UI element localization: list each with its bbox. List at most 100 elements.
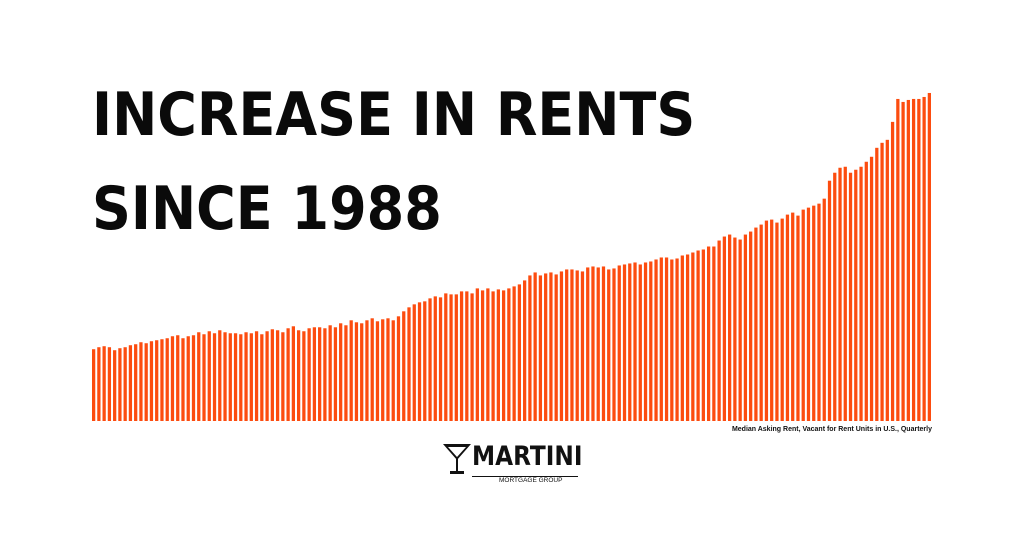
bar xyxy=(139,342,143,421)
bar xyxy=(144,343,148,421)
bar xyxy=(470,293,474,421)
bar xyxy=(454,294,458,421)
bar xyxy=(501,290,506,421)
bar xyxy=(291,326,295,421)
bar xyxy=(417,302,422,421)
bar xyxy=(591,266,595,421)
bar xyxy=(770,219,774,421)
bar xyxy=(780,218,784,421)
bar xyxy=(486,288,490,421)
bar xyxy=(344,325,348,421)
bar xyxy=(791,212,795,421)
bar xyxy=(433,296,437,421)
bar xyxy=(880,142,884,421)
bar xyxy=(339,323,343,421)
bar xyxy=(722,236,727,421)
bar xyxy=(134,344,138,421)
bar xyxy=(512,286,516,421)
bar xyxy=(170,336,175,421)
bar xyxy=(580,271,585,421)
bar xyxy=(444,293,448,421)
bar xyxy=(318,327,322,421)
bar xyxy=(570,269,574,421)
bar xyxy=(428,298,432,421)
bar xyxy=(249,333,253,421)
bar xyxy=(922,96,926,422)
bar xyxy=(654,259,658,421)
bar xyxy=(670,259,674,421)
bar xyxy=(733,237,737,421)
logo-tagline: MORTGAGE GROUP xyxy=(497,477,565,484)
bar xyxy=(838,167,842,421)
bar xyxy=(717,240,721,421)
bar xyxy=(244,332,248,421)
bar xyxy=(633,262,637,421)
bar xyxy=(565,269,569,421)
bar xyxy=(412,304,416,421)
bar xyxy=(601,266,606,421)
bar xyxy=(764,220,769,421)
bar xyxy=(817,203,821,421)
bar xyxy=(186,336,190,421)
bar xyxy=(643,262,648,421)
bar xyxy=(927,92,931,421)
bar xyxy=(549,272,553,421)
bar xyxy=(218,330,222,421)
bar xyxy=(197,332,201,421)
chart-title: INCREASE IN RENTS SINCE 1988 xyxy=(92,68,762,256)
martini-glass-icon xyxy=(443,444,471,474)
bar xyxy=(706,246,711,421)
bar xyxy=(107,347,112,421)
bar xyxy=(286,328,290,421)
logo-divider xyxy=(472,476,578,477)
bar xyxy=(349,320,353,421)
bar xyxy=(496,289,500,421)
bar xyxy=(691,252,695,421)
bar xyxy=(149,341,154,421)
bar xyxy=(507,288,511,421)
bar xyxy=(664,257,669,421)
bar xyxy=(906,99,910,421)
bar xyxy=(191,335,196,421)
bar xyxy=(281,332,285,421)
bar xyxy=(638,264,642,421)
bar xyxy=(360,323,364,421)
bar xyxy=(517,284,522,421)
bar xyxy=(917,98,921,421)
bar xyxy=(202,334,206,421)
bar xyxy=(449,294,453,421)
bar xyxy=(743,234,748,421)
bar xyxy=(465,291,469,421)
bar xyxy=(480,290,485,421)
bar xyxy=(102,346,106,421)
bar xyxy=(680,255,684,421)
bar xyxy=(864,161,868,421)
bar xyxy=(533,272,537,421)
bar xyxy=(402,311,406,421)
bar xyxy=(628,263,632,421)
bar xyxy=(254,331,259,421)
bar xyxy=(538,275,543,421)
bar xyxy=(391,320,395,421)
bar xyxy=(207,331,211,421)
bar xyxy=(212,333,217,421)
bar xyxy=(407,307,411,421)
bar xyxy=(612,268,616,421)
bar xyxy=(544,273,548,421)
bar xyxy=(896,98,900,421)
bar xyxy=(123,347,127,421)
bar xyxy=(617,265,621,421)
bar xyxy=(701,249,705,421)
bar xyxy=(890,121,895,421)
bar xyxy=(176,335,180,421)
bar xyxy=(92,349,96,421)
bar xyxy=(911,98,916,421)
bar xyxy=(228,333,232,421)
bar xyxy=(396,316,401,421)
bar xyxy=(155,340,159,421)
bar xyxy=(607,269,611,421)
bar xyxy=(239,334,243,421)
bar xyxy=(97,347,101,421)
bar xyxy=(459,291,464,421)
bar xyxy=(423,301,427,421)
